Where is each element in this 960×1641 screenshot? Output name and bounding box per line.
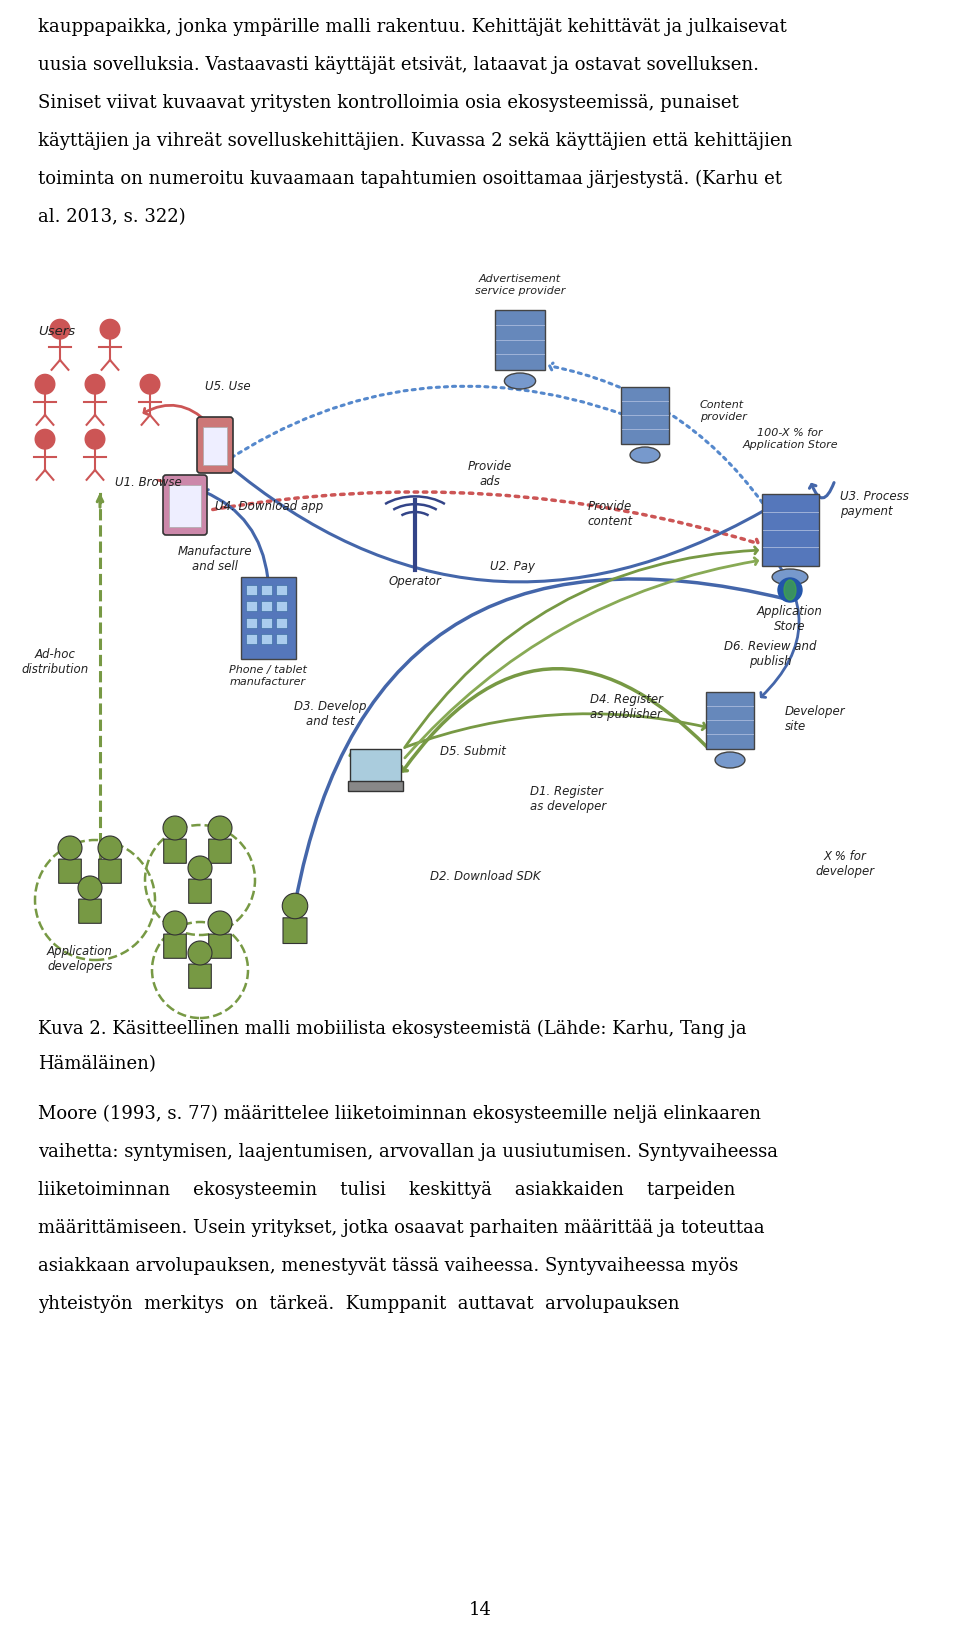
Circle shape <box>188 857 212 880</box>
FancyBboxPatch shape <box>261 584 272 596</box>
FancyBboxPatch shape <box>261 619 272 629</box>
Circle shape <box>282 893 308 919</box>
Text: D5. Submit: D5. Submit <box>440 745 506 758</box>
FancyBboxPatch shape <box>246 584 257 596</box>
Text: Application
developers: Application developers <box>47 945 113 973</box>
Circle shape <box>100 320 120 340</box>
Circle shape <box>58 835 82 860</box>
FancyBboxPatch shape <box>621 387 669 445</box>
FancyBboxPatch shape <box>762 494 819 566</box>
Text: Hämäläinen): Hämäläinen) <box>38 1055 156 1073</box>
Text: D3. Develop
and test: D3. Develop and test <box>294 701 367 729</box>
Text: U2. Pay: U2. Pay <box>490 560 535 573</box>
Text: Content
provider: Content provider <box>700 400 747 422</box>
Text: Application
Store: Application Store <box>757 606 823 633</box>
Circle shape <box>36 374 55 394</box>
Text: 100-X % for
Application Store: 100-X % for Application Store <box>742 428 838 450</box>
Text: Phone / tablet
manufacturer: Phone / tablet manufacturer <box>229 665 307 686</box>
FancyBboxPatch shape <box>99 860 121 883</box>
FancyBboxPatch shape <box>495 310 545 369</box>
FancyBboxPatch shape <box>246 619 257 629</box>
FancyBboxPatch shape <box>706 693 754 748</box>
Ellipse shape <box>630 446 660 463</box>
FancyBboxPatch shape <box>163 474 207 535</box>
Text: U3. Process
payment: U3. Process payment <box>840 491 909 519</box>
Text: al. 2013, s. 322): al. 2013, s. 322) <box>38 208 185 226</box>
Text: uusia sovelluksia. Vastaavasti käyttäjät etsivät, lataavat ja ostavat sovellukse: uusia sovelluksia. Vastaavasti käyttäjät… <box>38 56 759 74</box>
Text: Kuva 2. Käsitteellinen malli mobiilista ekosysteemistä (Lähde: Karhu, Tang ja: Kuva 2. Käsitteellinen malli mobiilista … <box>38 1021 747 1039</box>
Circle shape <box>85 430 105 450</box>
FancyBboxPatch shape <box>276 633 287 643</box>
Ellipse shape <box>715 752 745 768</box>
Circle shape <box>85 374 105 394</box>
Text: kauppapaikka, jonka ympärille malli rakentuu. Kehittäjät kehittävät ja julkaisev: kauppapaikka, jonka ympärille malli rake… <box>38 18 787 36</box>
Circle shape <box>98 835 122 860</box>
Text: käyttäjien ja vihreät sovelluskehittäjien. Kuvassa 2 sekä käyttäjien että kehitt: käyttäjien ja vihreät sovelluskehittäjie… <box>38 131 792 149</box>
Text: U5. Use: U5. Use <box>205 381 251 392</box>
FancyBboxPatch shape <box>189 880 211 903</box>
Circle shape <box>778 578 802 602</box>
Circle shape <box>78 876 102 899</box>
Ellipse shape <box>784 579 796 601</box>
Text: Ad-hoc
distribution: Ad-hoc distribution <box>21 648 88 676</box>
FancyBboxPatch shape <box>79 899 102 924</box>
Text: yhteistyön  merkitys  on  tärkeä.  Kumppanit  auttavat  arvolupauksen: yhteistyön merkitys on tärkeä. Kumppanit… <box>38 1295 680 1313</box>
Text: D4. Register
as publisher: D4. Register as publisher <box>590 693 663 720</box>
FancyBboxPatch shape <box>276 601 287 610</box>
Ellipse shape <box>772 569 808 584</box>
Text: 14: 14 <box>468 1602 492 1620</box>
FancyBboxPatch shape <box>348 781 403 791</box>
FancyBboxPatch shape <box>203 427 227 464</box>
FancyBboxPatch shape <box>197 417 233 473</box>
Circle shape <box>163 816 187 840</box>
Circle shape <box>163 911 187 935</box>
Text: Manufacture
and sell: Manufacture and sell <box>178 545 252 573</box>
FancyBboxPatch shape <box>208 839 231 863</box>
FancyBboxPatch shape <box>169 486 201 527</box>
Circle shape <box>140 374 159 394</box>
Text: toiminta on numeroitu kuvaamaan tapahtumien osoittamaa järjestystä. (Karhu et: toiminta on numeroitu kuvaamaan tapahtum… <box>38 171 782 189</box>
Text: Advertisement
service provider: Advertisement service provider <box>475 274 565 295</box>
Text: Provide
content: Provide content <box>588 501 633 528</box>
FancyBboxPatch shape <box>246 601 257 610</box>
FancyBboxPatch shape <box>276 584 287 596</box>
Text: liiketoiminnan    ekosysteemin    tulisi    keskittyä    asiakkaiden    tarpeide: liiketoiminnan ekosysteemin tulisi keski… <box>38 1182 735 1200</box>
Text: asiakkaan arvolupauksen, menestyvät tässä vaiheessa. Syntyvaiheessa myös: asiakkaan arvolupauksen, menestyvät täss… <box>38 1257 738 1275</box>
Text: D2. Download SDK: D2. Download SDK <box>430 870 540 883</box>
Circle shape <box>208 816 232 840</box>
Text: U4. Download app: U4. Download app <box>215 501 324 514</box>
Text: Developer
site: Developer site <box>785 706 846 734</box>
Text: X % for
developer: X % for developer <box>815 850 875 878</box>
FancyBboxPatch shape <box>350 748 401 783</box>
FancyBboxPatch shape <box>261 601 272 610</box>
Text: määrittämiseen. Usein yritykset, jotka osaavat parhaiten määrittää ja toteuttaa: määrittämiseen. Usein yritykset, jotka o… <box>38 1219 764 1237</box>
Text: Operator: Operator <box>389 574 442 587</box>
FancyBboxPatch shape <box>241 578 296 660</box>
Text: D6. Review and
publish: D6. Review and publish <box>724 640 816 668</box>
FancyBboxPatch shape <box>164 839 186 863</box>
Text: vaihetta: syntymisen, laajentumisen, arvovallan ja uusiutumisen. Syntyvaiheessa: vaihetta: syntymisen, laajentumisen, arv… <box>38 1144 778 1160</box>
FancyBboxPatch shape <box>164 934 186 958</box>
FancyBboxPatch shape <box>208 934 231 958</box>
Text: Siniset viivat kuvaavat yritysten kontrolloimia osia ekosysteemissä, punaiset: Siniset viivat kuvaavat yritysten kontro… <box>38 94 739 112</box>
Text: Users: Users <box>38 325 75 338</box>
Ellipse shape <box>504 373 536 389</box>
Text: D1. Register
as developer: D1. Register as developer <box>530 784 607 812</box>
FancyBboxPatch shape <box>276 619 287 629</box>
Circle shape <box>188 940 212 965</box>
Circle shape <box>50 320 70 340</box>
Circle shape <box>36 430 55 450</box>
Text: Moore (1993, s. 77) määrittelee liiketoiminnan ekosysteemille neljä elinkaaren: Moore (1993, s. 77) määrittelee liiketoi… <box>38 1104 761 1122</box>
FancyBboxPatch shape <box>59 860 82 883</box>
Circle shape <box>208 911 232 935</box>
FancyBboxPatch shape <box>261 633 272 643</box>
Text: Provide
ads: Provide ads <box>468 459 512 487</box>
FancyBboxPatch shape <box>189 965 211 988</box>
Text: U1. Browse: U1. Browse <box>115 476 181 489</box>
FancyBboxPatch shape <box>246 633 257 643</box>
FancyBboxPatch shape <box>283 917 307 944</box>
